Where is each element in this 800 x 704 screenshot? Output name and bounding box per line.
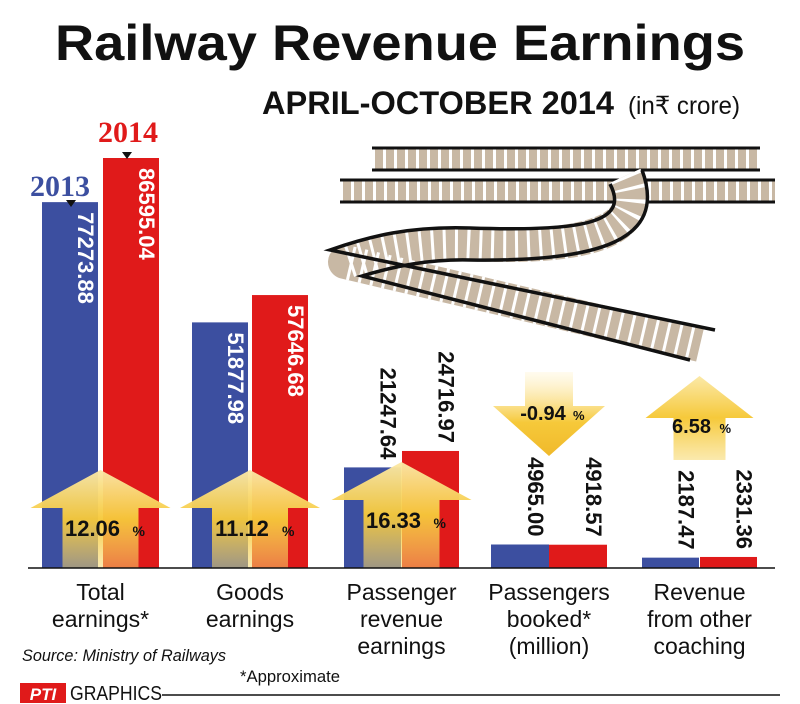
change-unit: %	[720, 421, 732, 436]
value-label-2013: 2187.47	[674, 470, 699, 550]
category-label: (million)	[509, 633, 590, 659]
category-label: Revenue	[653, 579, 745, 605]
value-label-2014: 57646.68	[283, 305, 308, 397]
category-label: from other	[647, 606, 752, 632]
legend-2014-pointer	[122, 152, 132, 159]
change-unit: %	[282, 523, 295, 539]
change-value: 11.12	[215, 516, 269, 541]
category-label: Passenger	[347, 579, 457, 605]
value-label-2013: 77273.88	[73, 212, 98, 304]
graphics-credit: GRAPHICS	[70, 683, 162, 704]
category-label: earnings*	[52, 606, 149, 632]
unit-label: (in₹ crore)	[628, 92, 740, 120]
bar-2013	[491, 544, 549, 568]
category-label: Total	[76, 579, 125, 605]
pti-logo-text: PTI	[30, 685, 58, 704]
value-label-2014: 2331.36	[732, 469, 757, 549]
change-arrow-up	[331, 462, 472, 568]
change-arrow-up	[180, 470, 320, 568]
source-note: Source: Ministry of Railways	[22, 646, 226, 665]
legend-2014: 2014	[98, 116, 158, 149]
chart-title: Railway Revenue Earnings	[55, 15, 745, 71]
category-label: earnings	[357, 633, 445, 659]
change-value: -0.94	[520, 403, 566, 425]
change-value: 12.06	[65, 516, 120, 541]
legend-2013-pointer	[66, 200, 76, 207]
change-value: 6.58	[672, 416, 711, 438]
value-label-2013: 51877.98	[223, 332, 248, 424]
pti-logo: PTI	[20, 683, 66, 704]
approximate-note: *Approximate	[240, 667, 340, 686]
bar-2014	[549, 544, 607, 568]
change-unit: %	[434, 515, 447, 531]
category-label: coaching	[653, 633, 745, 659]
value-label-2013: 4965.00	[523, 457, 548, 537]
value-label-2014: 24716.97	[434, 351, 459, 443]
rupee-track-illustration	[323, 146, 775, 362]
bar-2013	[642, 557, 699, 568]
change-arrow-up	[30, 470, 171, 568]
change-unit: %	[133, 523, 146, 539]
chart-subtitle: APRIL-OCTOBER 2014	[262, 85, 614, 121]
change-value: 16.33	[366, 508, 421, 533]
value-label-2014: 4918.57	[581, 457, 606, 537]
category-label: Goods	[216, 579, 284, 605]
bar-2014	[700, 556, 757, 568]
change-arrow-up	[645, 376, 754, 460]
category-label: Passengers	[488, 579, 609, 605]
value-label-2013: 21247.64	[376, 368, 401, 461]
category-label: booked*	[507, 606, 591, 632]
category-label: earnings	[206, 606, 294, 632]
category-label: revenue	[360, 606, 443, 632]
change-unit: %	[573, 408, 585, 423]
value-label-2014: 86595.04	[134, 168, 159, 261]
legend-2013: 2013	[30, 170, 90, 203]
change-arrow-down	[493, 372, 605, 456]
